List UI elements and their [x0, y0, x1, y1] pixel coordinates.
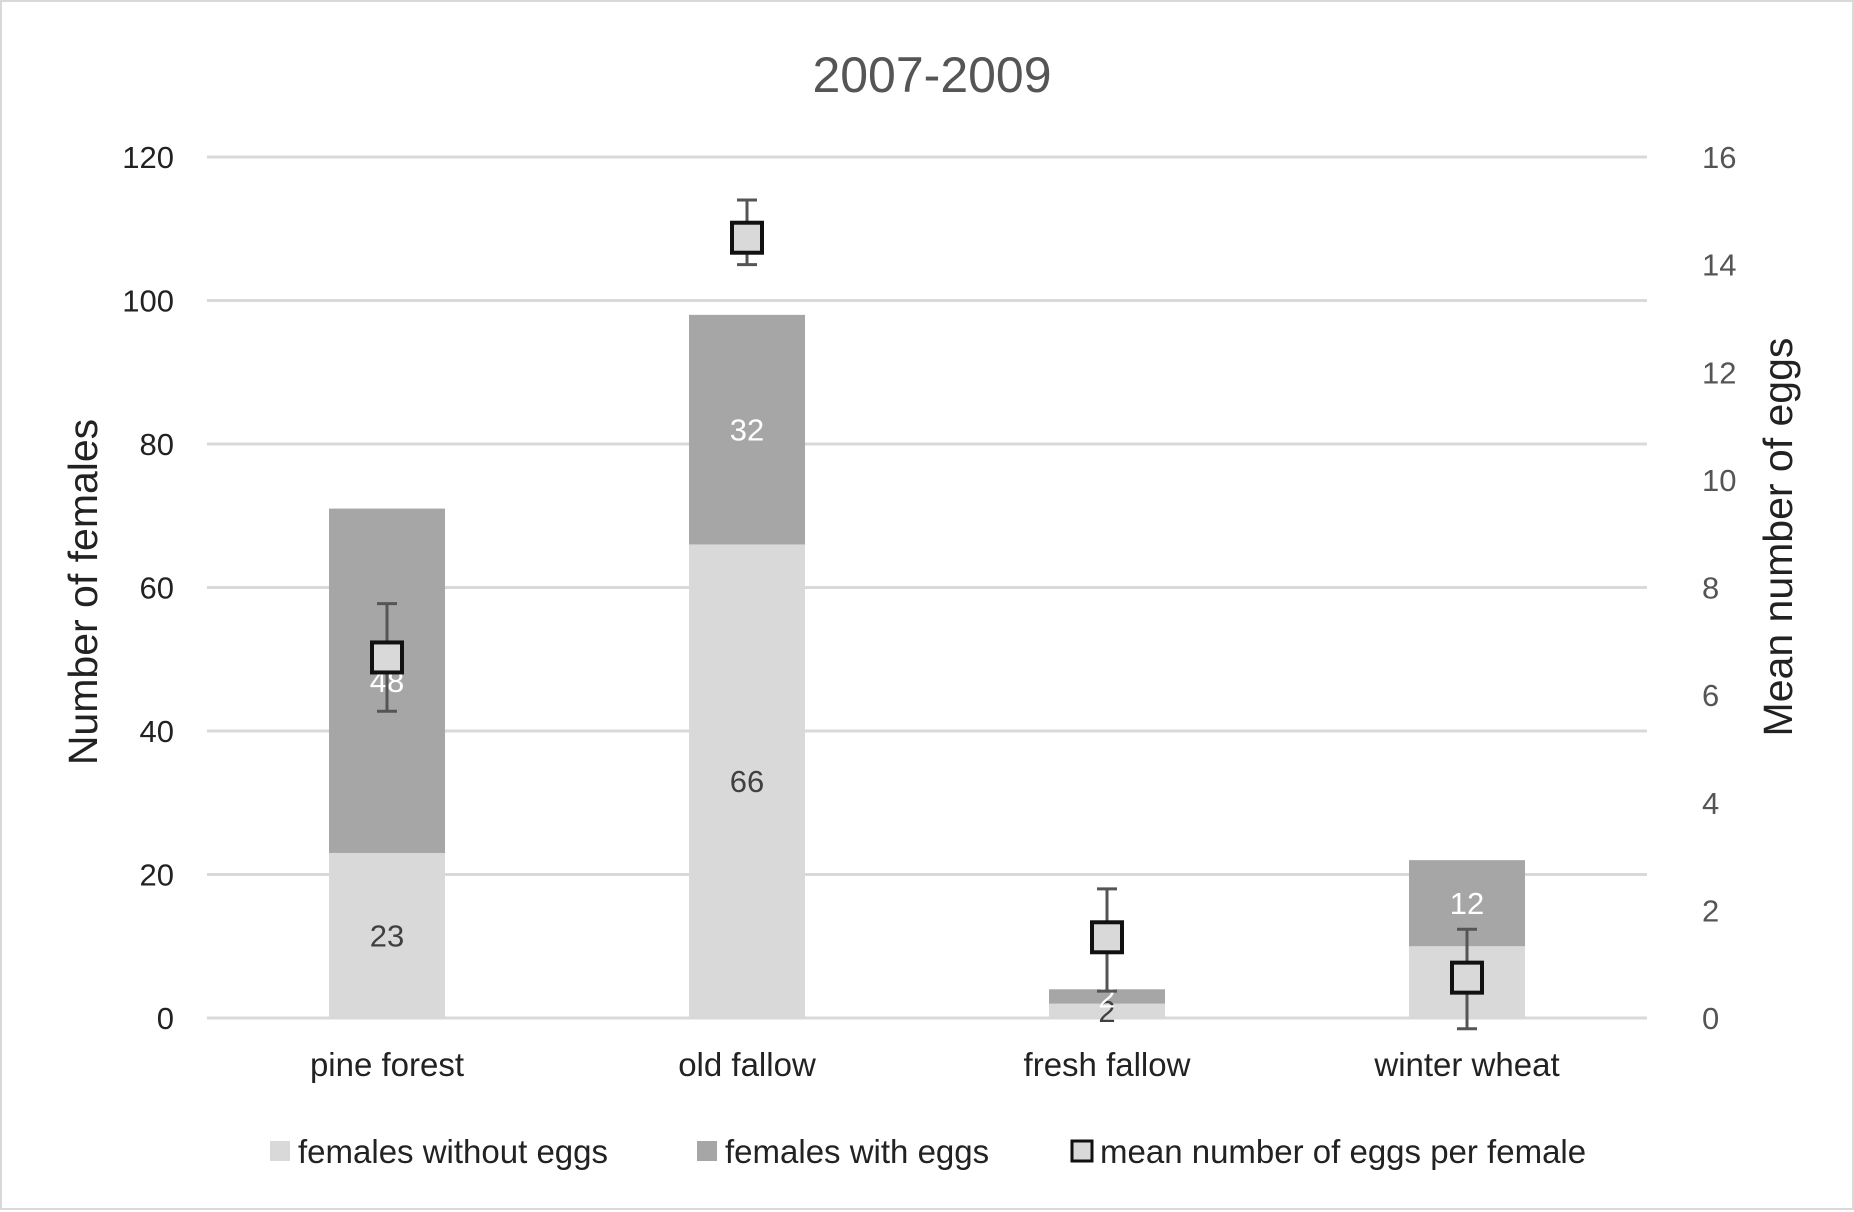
x-category-label: pine forest [310, 1046, 464, 1083]
mean-marker [1450, 960, 1484, 995]
data-label: 12 [1450, 886, 1484, 921]
mean-marker [730, 220, 764, 255]
legend-swatch [697, 1141, 717, 1161]
data-label: 2 [1098, 994, 1115, 1029]
y-tick-label: 40 [140, 714, 174, 749]
legend: females without eggs females with eggs mea… [270, 1133, 1586, 1170]
mean-marker [1090, 920, 1124, 955]
y2-tick-label: 2 [1702, 893, 1719, 928]
y2-tick-label: 12 [1702, 355, 1736, 390]
y-tick-label: 20 [140, 858, 174, 893]
y2-tick-label: 16 [1702, 140, 1736, 175]
mean-marker [370, 640, 404, 675]
y-tick-label: 120 [122, 140, 174, 175]
bar-with-eggs [689, 314, 805, 545]
y2-tick-label: 4 [1702, 786, 1719, 821]
bar-without-eggs [329, 852, 445, 1018]
y2-tick-label: 14 [1702, 248, 1736, 283]
mean-markers [370, 198, 1484, 1031]
y-tick-label: 80 [140, 427, 174, 462]
y2-tick-label: 8 [1702, 571, 1719, 606]
axes: 0 20 40 60 80 100 120 0 2 4 6 8 10 12 14 16 pine forest o… [122, 140, 1736, 1083]
legend-label: females without eggs [298, 1133, 608, 1170]
x-category-label: winter wheat [1373, 1046, 1559, 1083]
legend-marker [1070, 1139, 1094, 1163]
x-category-label: old fallow [678, 1046, 816, 1083]
x-category-label: fresh fallow [1024, 1046, 1191, 1083]
y2-tick-label: 0 [1702, 1001, 1719, 1036]
bar-without-eggs [689, 544, 805, 1018]
data-label: 66 [730, 764, 764, 799]
y2-tick-label: 10 [1702, 463, 1736, 498]
bars [329, 314, 1525, 1018]
gridlines [207, 155, 1647, 1020]
chart-title: 2007-2009 [812, 47, 1051, 103]
y-tick-label: 60 [140, 571, 174, 606]
y-tick-label: 100 [122, 284, 174, 319]
data-labels: 23662104832212 [370, 413, 1484, 1029]
y2-axis-title: Mean number of eggs [1755, 338, 1801, 737]
data-label: 32 [730, 413, 764, 448]
y2-tick-label: 6 [1702, 678, 1719, 713]
y-tick-label: 0 [157, 1001, 174, 1036]
legend-swatch [270, 1141, 290, 1161]
legend-label: females with eggs [725, 1133, 989, 1170]
data-label: 2 [1098, 979, 1115, 1014]
bar-without-eggs [1049, 1003, 1165, 1018]
legend-label: mean number of eggs per female [1100, 1133, 1586, 1170]
data-label: 23 [370, 918, 404, 953]
y-axis-title: Number of females [60, 419, 106, 765]
bar-with-eggs [1049, 989, 1165, 1004]
